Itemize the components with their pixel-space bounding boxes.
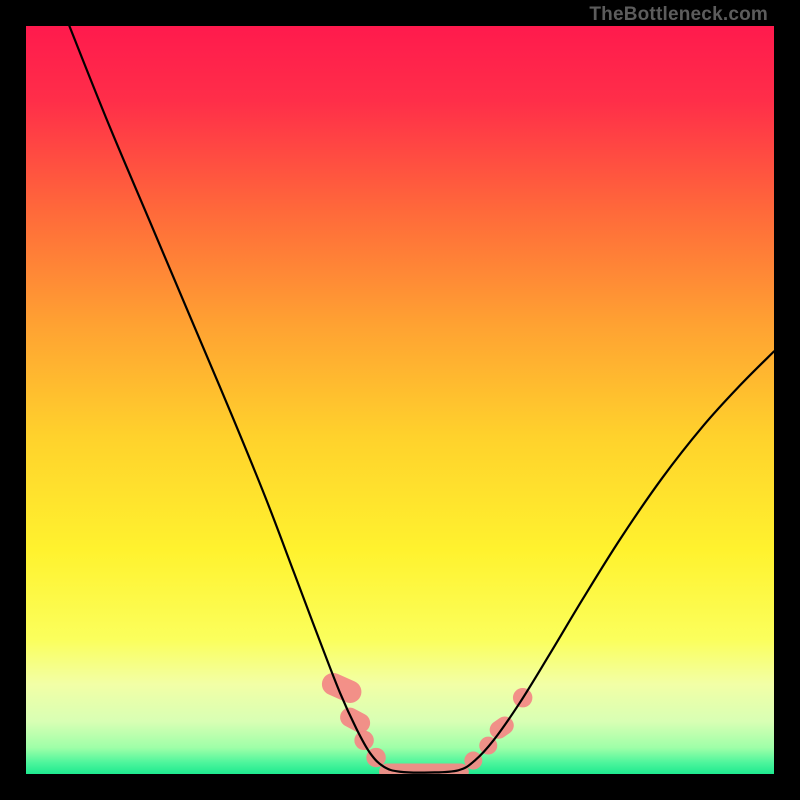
marker-capsule [318, 669, 365, 706]
marker-capsule [337, 704, 374, 736]
markers [318, 669, 532, 774]
watermark: TheBottleneck.com [589, 4, 768, 26]
plot-area [26, 26, 774, 774]
bottleneck-curve [69, 26, 774, 773]
curve-layer [26, 26, 774, 774]
frame: TheBottleneck.com [0, 0, 800, 800]
marker-dot [354, 731, 373, 750]
